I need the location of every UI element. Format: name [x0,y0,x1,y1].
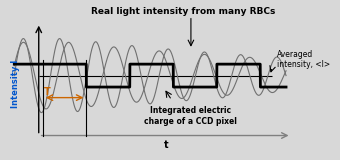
Text: Real light intensity from many RBCs: Real light intensity from many RBCs [90,7,275,16]
Text: T: T [44,87,51,97]
Text: t: t [164,140,168,150]
Text: Averaged
intensity, <I>: Averaged intensity, <I> [276,50,330,69]
Text: Intensity I: Intensity I [11,59,20,108]
Text: Integrated electric
charge of a CCD pixel: Integrated electric charge of a CCD pixe… [144,106,237,126]
